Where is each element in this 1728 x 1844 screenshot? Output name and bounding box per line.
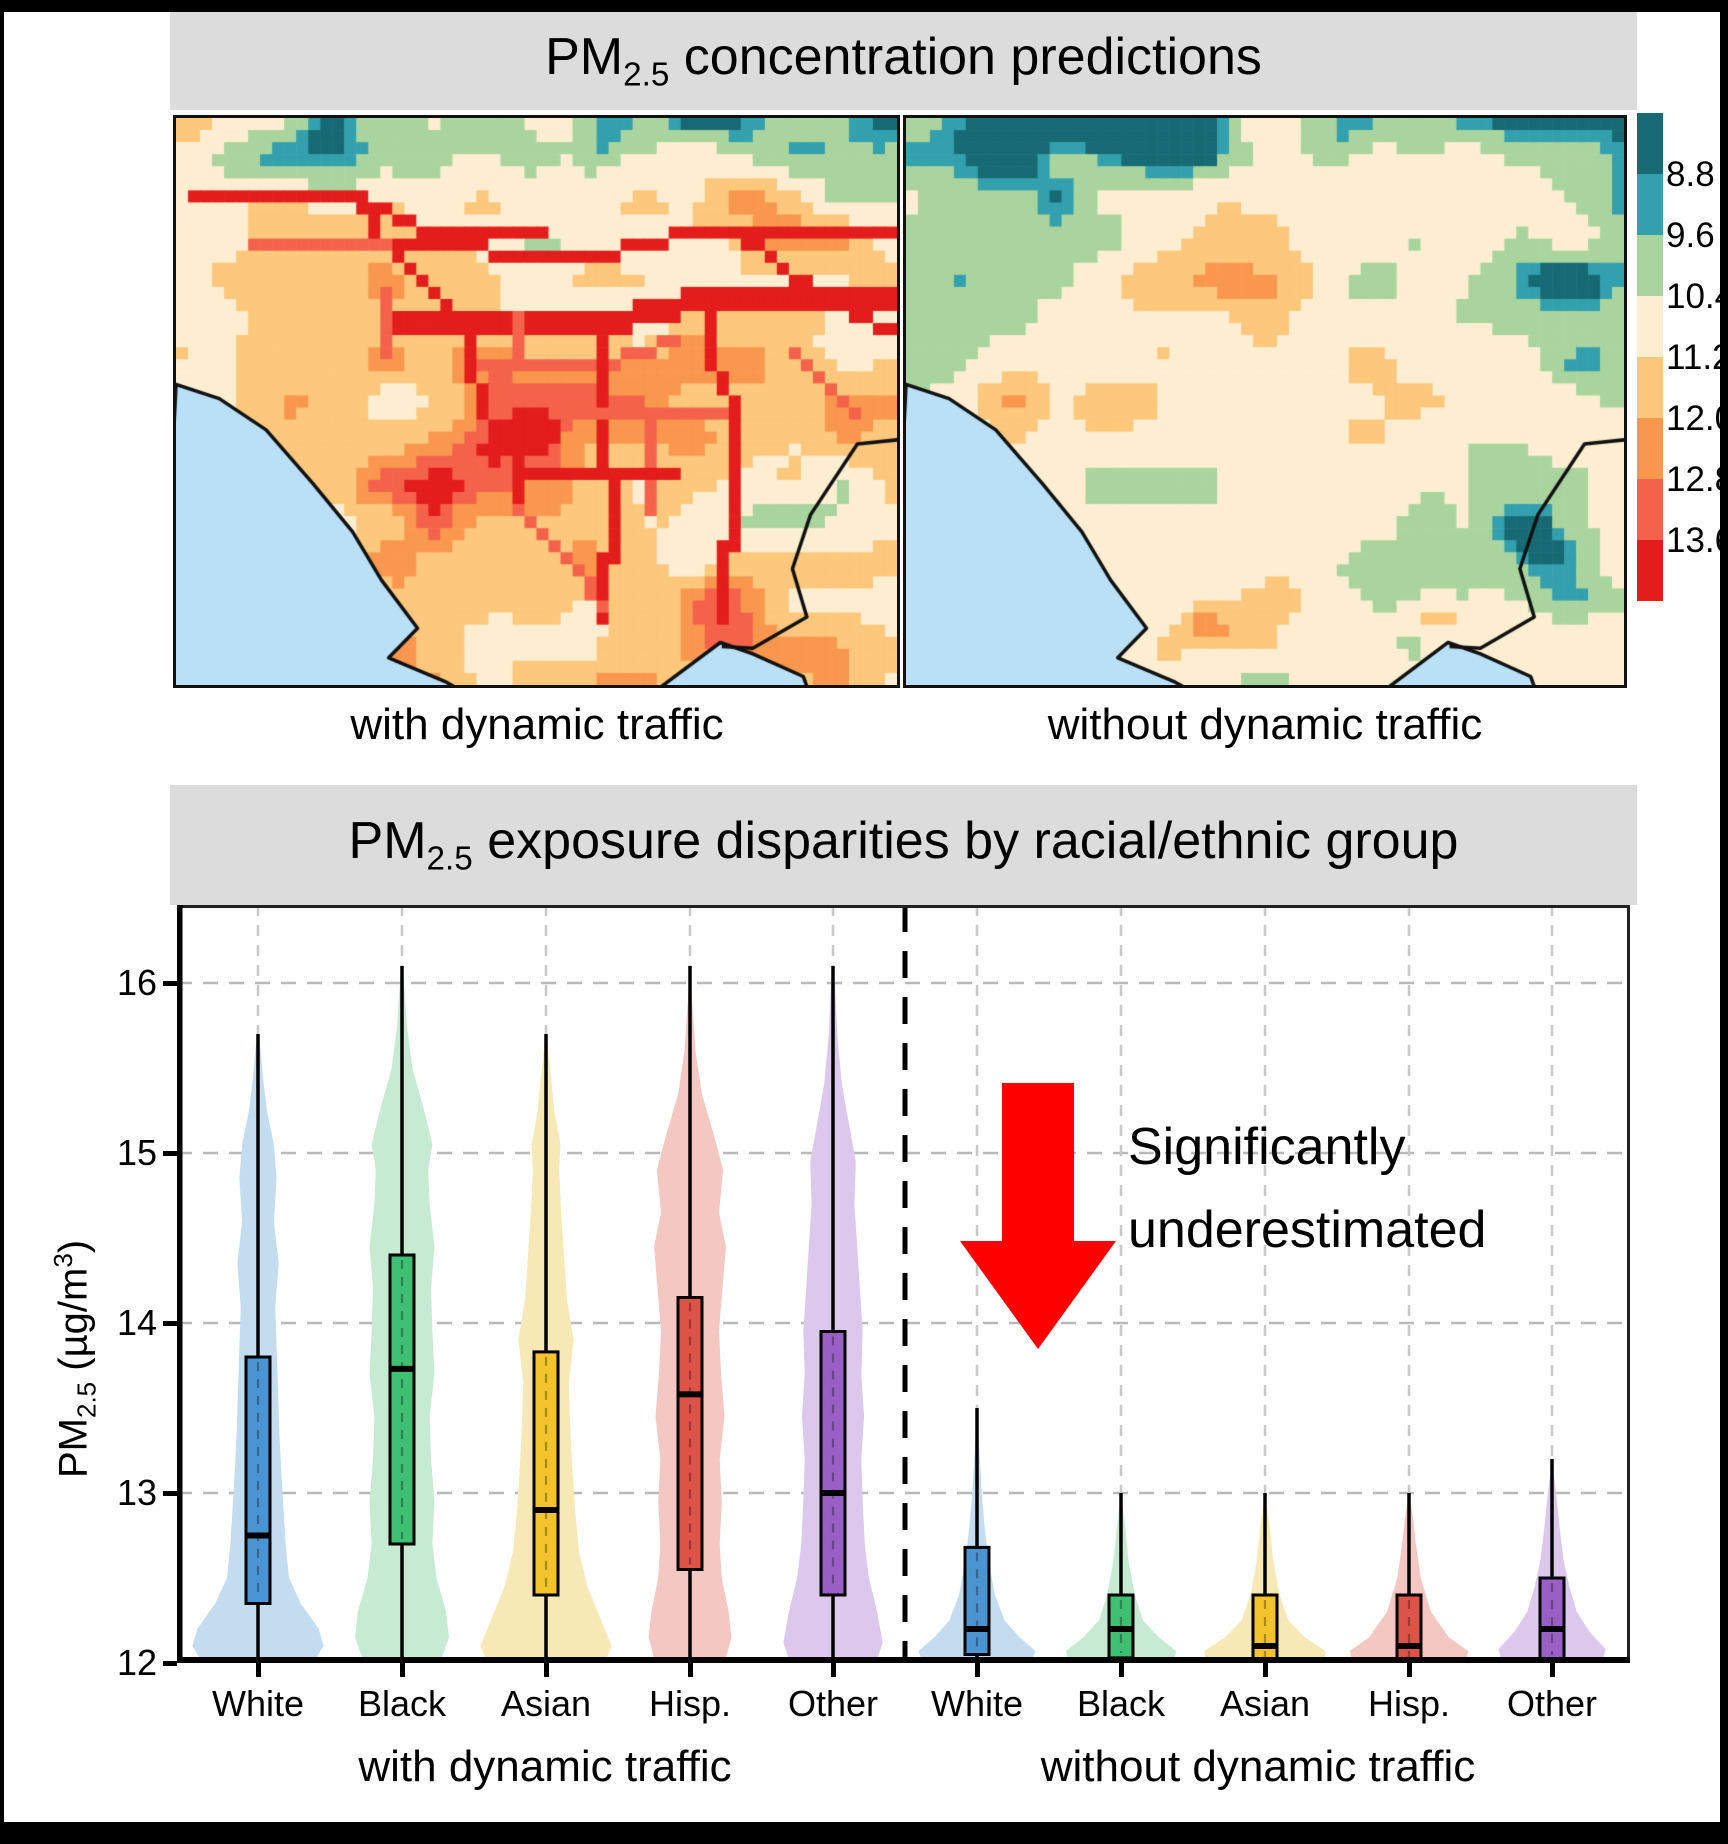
x-tick-mark bbox=[256, 1663, 261, 1677]
annotation-line-1: Significantly bbox=[1128, 1118, 1406, 1176]
annotation-significantly-underestimated: Significantly underestimated bbox=[1128, 1106, 1486, 1272]
colorbar-segment-3 bbox=[1637, 296, 1663, 357]
title-subscript: 2.5 bbox=[623, 56, 670, 94]
title-subscript: 2.5 bbox=[426, 840, 473, 878]
violin-asian-without-traffic bbox=[1204, 1493, 1326, 1663]
colorbar-segment-0 bbox=[1637, 113, 1663, 174]
colorbar-segment-4 bbox=[1637, 357, 1663, 418]
y-tick-mark bbox=[163, 981, 177, 986]
ylabel-superscript: 3 bbox=[48, 1253, 78, 1268]
bottom-panel-title: PM2.5 exposure disparities by racial/eth… bbox=[349, 811, 1459, 878]
colorbar-tick-label: 8.8 bbox=[1666, 155, 1715, 194]
frame-right bbox=[1720, 0, 1728, 1844]
x-tick-label-white: White bbox=[211, 1683, 305, 1724]
colorbar-segment-7 bbox=[1637, 540, 1663, 601]
y-tick-label: 14 bbox=[116, 1302, 157, 1343]
red-down-arrow-icon bbox=[960, 1083, 1116, 1349]
y-tick-mark bbox=[163, 1491, 177, 1496]
x-tick-mark bbox=[831, 1663, 836, 1677]
y-tick-label: 12 bbox=[116, 1642, 157, 1683]
ylabel-text: PM bbox=[51, 1418, 96, 1478]
x-tick-label-other: Other bbox=[1506, 1683, 1598, 1724]
y-tick-mark bbox=[163, 1661, 177, 1666]
ylabel-subscript: 2.5 bbox=[71, 1381, 102, 1418]
x-tick-label-hisp: Hisp. bbox=[648, 1683, 732, 1724]
group-caption-without-traffic: without dynamic traffic bbox=[1040, 1742, 1476, 1791]
y-tick-mark bbox=[163, 1151, 177, 1156]
annotation-line-2: underestimated bbox=[1128, 1201, 1487, 1260]
heatmap-canvas-with-traffic bbox=[176, 118, 897, 685]
colorbar-segment-5 bbox=[1637, 418, 1663, 479]
top-panel-banner: PM2.5 concentration predictions bbox=[170, 12, 1637, 110]
colorbar-tick-label: 9.6 bbox=[1666, 216, 1715, 255]
x-tick-label-other: Other bbox=[787, 1683, 879, 1724]
colorbar-segment-1 bbox=[1637, 174, 1663, 235]
map-with-dynamic-traffic bbox=[173, 115, 900, 688]
x-tick-label-asian: Asian bbox=[1219, 1683, 1311, 1724]
colorbar-segment-2 bbox=[1637, 235, 1663, 296]
x-tick-mark bbox=[1550, 1663, 1555, 1677]
title-text: PM bbox=[348, 812, 427, 871]
x-tick-mark bbox=[1119, 1663, 1124, 1677]
violin-box-plot bbox=[177, 905, 1630, 1663]
colorbar-tick-label: 12.8 bbox=[1666, 460, 1728, 499]
x-tick-label-white: White bbox=[930, 1683, 1024, 1724]
violin-other-without-traffic bbox=[1498, 1459, 1606, 1663]
colorbar-tick-label: 12.0 bbox=[1666, 399, 1728, 438]
frame-bottom bbox=[0, 1822, 1728, 1844]
heatmap-canvas-without-traffic bbox=[906, 118, 1624, 685]
violin-hisp-without-traffic bbox=[1349, 1493, 1469, 1663]
x-tick-mark bbox=[1263, 1663, 1268, 1677]
y-axis-label: PM2.5 (µg/m3) bbox=[48, 1240, 102, 1478]
violin-black-with-traffic bbox=[355, 962, 449, 1663]
colorbar-tick-label: 10.4 bbox=[1666, 277, 1728, 316]
ylabel-text: ) bbox=[51, 1239, 96, 1254]
bottom-panel-banner: PM2.5 exposure disparities by racial/eth… bbox=[170, 785, 1637, 905]
frame-top bbox=[0, 0, 1728, 12]
colorbar-segment-6 bbox=[1637, 479, 1663, 540]
x-tick-label-hisp: Hisp. bbox=[1367, 1683, 1451, 1724]
map-without-dynamic-traffic bbox=[903, 115, 1627, 688]
x-tick-mark bbox=[1407, 1663, 1412, 1677]
x-tick-mark bbox=[544, 1663, 549, 1677]
y-tick-mark bbox=[163, 1321, 177, 1326]
violin-white-without-traffic bbox=[918, 1408, 1036, 1663]
violin-white-with-traffic bbox=[192, 1030, 324, 1663]
violin-other-with-traffic bbox=[783, 962, 883, 1663]
x-tick-mark bbox=[688, 1663, 693, 1677]
x-tick-label-black: Black bbox=[357, 1683, 447, 1724]
x-tick-label-black: Black bbox=[1076, 1683, 1166, 1724]
x-tick-mark bbox=[400, 1663, 405, 1677]
colorbar-tick-label: 13.6 bbox=[1666, 521, 1728, 560]
violin-asian-with-traffic bbox=[480, 1030, 612, 1663]
colorbar bbox=[1637, 113, 1663, 601]
y-tick-label: 16 bbox=[116, 962, 157, 1003]
frame-left bbox=[0, 0, 4, 1844]
ylabel-text: (µg/m bbox=[51, 1267, 96, 1382]
map-caption-with-traffic: with dynamic traffic bbox=[350, 700, 724, 749]
violin-hisp-with-traffic bbox=[648, 962, 732, 1663]
title-text: PM bbox=[545, 28, 624, 87]
x-tick-label-asian: Asian bbox=[500, 1683, 592, 1724]
top-panel-title: PM2.5 concentration predictions bbox=[545, 27, 1262, 94]
colorbar-tick-label: 11.2 bbox=[1666, 338, 1728, 377]
x-tick-mark bbox=[975, 1663, 980, 1677]
map-caption-without-traffic: without dynamic traffic bbox=[1047, 700, 1483, 749]
y-tick-label: 15 bbox=[116, 1132, 157, 1173]
y-tick-label: 13 bbox=[116, 1472, 157, 1513]
title-text: concentration predictions bbox=[669, 28, 1262, 87]
title-text: exposure disparities by racial/ethnic gr… bbox=[472, 812, 1459, 871]
violin-black-without-traffic bbox=[1065, 1493, 1177, 1663]
group-caption-with-traffic: with dynamic traffic bbox=[358, 1742, 732, 1791]
